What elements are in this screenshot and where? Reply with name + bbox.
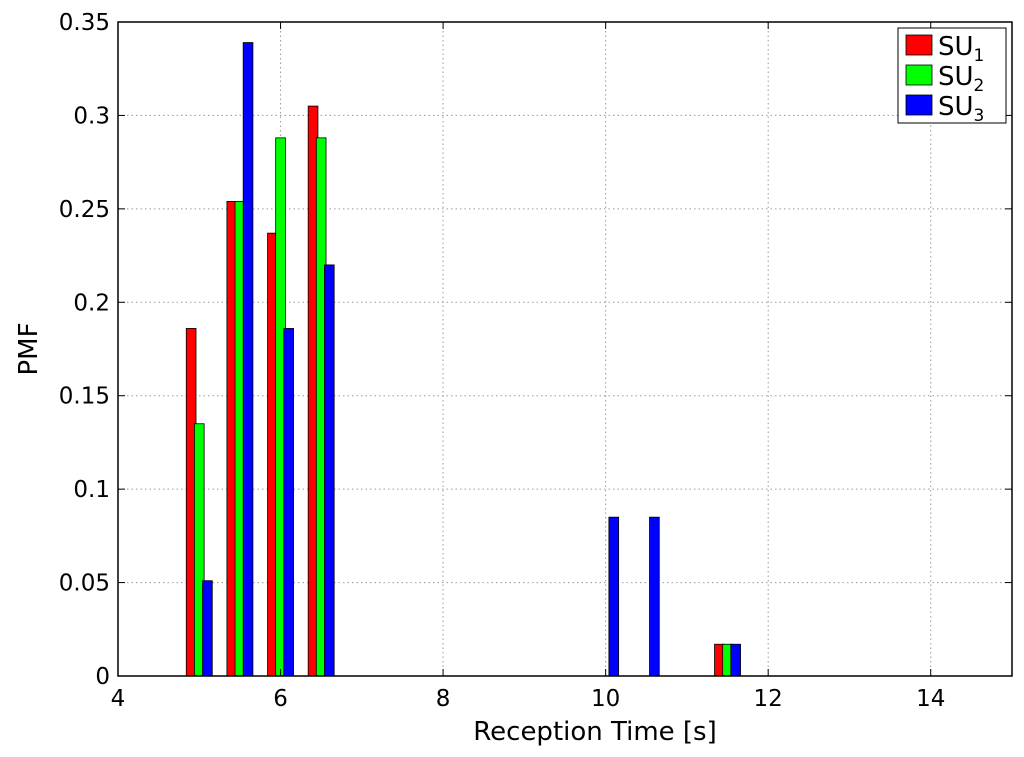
y-tick-label: 0 — [95, 664, 110, 690]
bar-su3-2 — [283, 328, 294, 677]
y-tick-label: 0.1 — [73, 477, 110, 503]
axes-frame — [117, 21, 1013, 677]
tick-labels: 4 6 8 10 12 14 0 0.05 0.1 0.15 0.2 0.25 0.3 0.35 — [59, 10, 946, 712]
y-tick-label: 0.2 — [73, 290, 110, 316]
grid-lines — [118, 21, 1012, 676]
y-tick-label: 0.25 — [59, 197, 110, 223]
x-tick-label: 4 — [111, 686, 126, 712]
bar-su3-1 — [242, 42, 254, 677]
bar-su3-4 — [608, 516, 620, 677]
legend-swatch-su3 — [905, 94, 933, 116]
tick-marks — [117, 21, 1012, 677]
x-tick-label: 10 — [591, 686, 620, 712]
y-tick-label: 0.05 — [59, 571, 110, 597]
legend-label-su3: SU3 — [938, 92, 984, 126]
legend-swatch-su2 — [905, 64, 933, 86]
legend-swatch-su1 — [905, 34, 933, 56]
bar-su3-0 — [202, 580, 213, 677]
y-tick-label: 0.15 — [59, 384, 110, 410]
bar-su3-6 — [730, 643, 741, 677]
y-axis-label: PMF — [14, 322, 44, 375]
bar-su3-3 — [324, 264, 335, 677]
x-tick-label: 12 — [754, 686, 783, 712]
x-axis-label: Reception Time [s] — [473, 717, 716, 747]
bar-su3-5 — [649, 516, 660, 677]
x-tick-label: 8 — [436, 686, 451, 712]
x-tick-label: 6 — [273, 686, 288, 712]
y-tick-label: 0.35 — [59, 10, 110, 36]
x-tick-label: 14 — [916, 686, 945, 712]
y-tick-label: 0.3 — [73, 103, 110, 129]
